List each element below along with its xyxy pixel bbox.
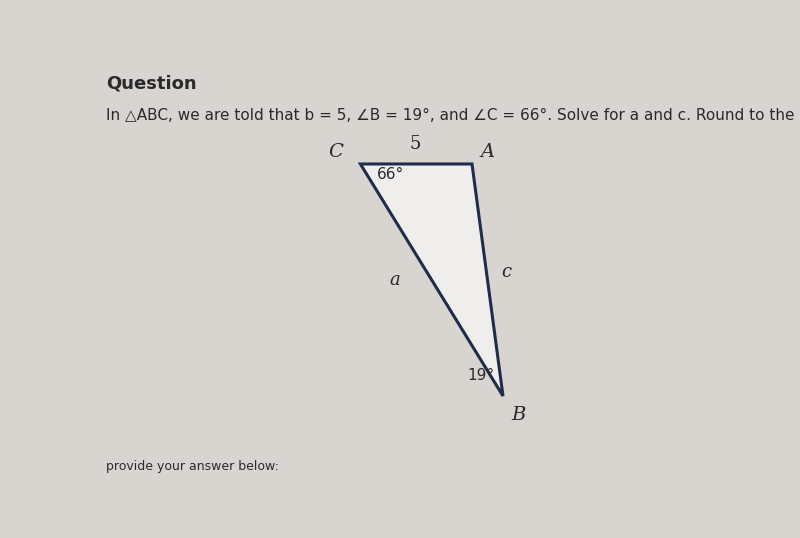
Text: a: a (389, 271, 400, 289)
Text: A: A (481, 143, 494, 160)
Text: 66°: 66° (377, 167, 404, 182)
Text: c: c (501, 263, 511, 281)
Text: 19°: 19° (468, 368, 495, 383)
Text: Question: Question (106, 75, 197, 93)
Text: provide your answer below:: provide your answer below: (106, 459, 279, 472)
Text: C: C (328, 143, 343, 160)
Text: In △ABC, we are told that b = 5, ∠B = 19°, and ∠C = 66°. Solve for a and c. Roun: In △ABC, we are told that b = 5, ∠B = 19… (106, 108, 800, 123)
Polygon shape (360, 164, 503, 396)
Text: 5: 5 (410, 135, 421, 153)
Text: B: B (511, 406, 526, 423)
